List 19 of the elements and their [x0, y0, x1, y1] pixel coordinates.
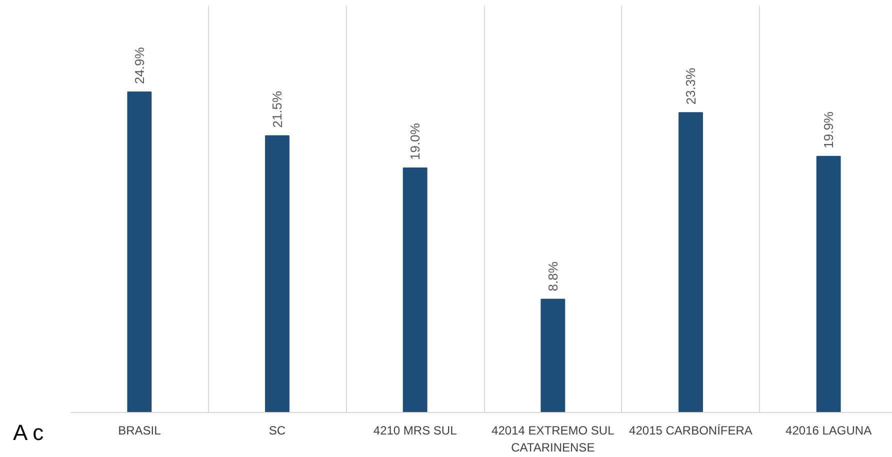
bar	[678, 112, 703, 412]
data-label: 21.5%	[270, 90, 285, 128]
bar	[127, 92, 152, 412]
bar	[816, 156, 841, 412]
bar	[540, 298, 566, 412]
data-label: 19.0%	[408, 122, 423, 160]
x-tick-label: 42016 LAGUNA	[786, 424, 872, 438]
data-label: 8.8%	[545, 261, 560, 292]
x-tick-label: 4210 MRS SUL	[373, 424, 458, 438]
x-tick-label: 42015 CARBONÍFERA	[629, 424, 752, 438]
x-tick-label: SC	[268, 424, 286, 438]
x-tick-label: 42014 EXTREMO SUL CATARINENSE	[492, 424, 615, 454]
data-label: 19.9%	[821, 111, 836, 148]
data-label: 23.3%	[683, 67, 698, 105]
x-tick-label: BRASIL	[118, 424, 162, 438]
bar	[265, 135, 290, 412]
text: A c	[13, 419, 44, 447]
bar	[402, 167, 428, 412]
data-label: 24.9%	[132, 46, 147, 84]
